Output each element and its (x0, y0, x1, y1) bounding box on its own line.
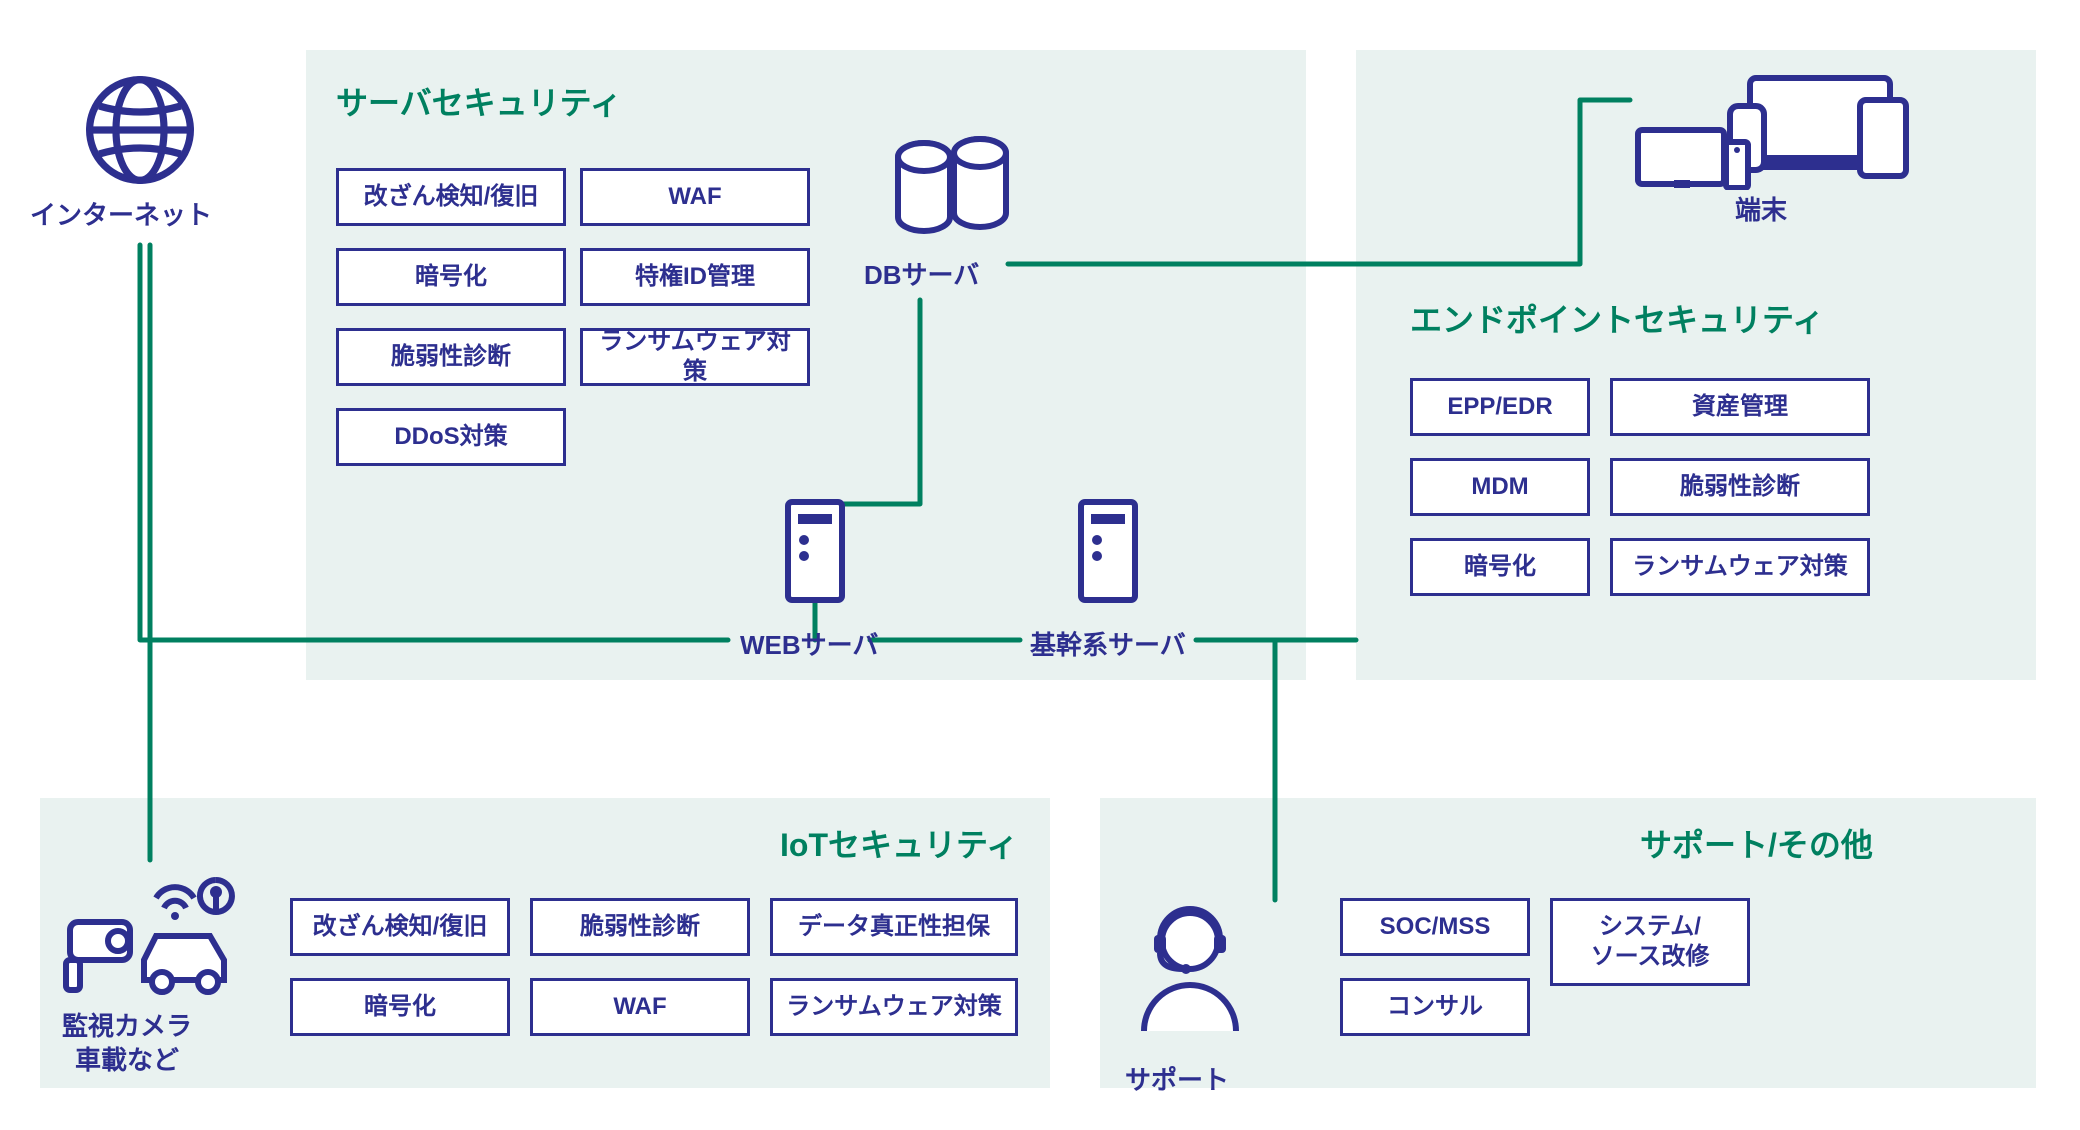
web-server-icon (782, 496, 848, 606)
iot-item-5: ランサムウェア対策 (770, 978, 1018, 1036)
core-server-icon (1075, 496, 1141, 606)
server-item-2: 暗号化 (336, 248, 566, 306)
iot-item-0: 改ざん検知/復旧 (290, 898, 510, 956)
database-icon (890, 135, 1010, 235)
endpoint-item-0: EPP/EDR (1410, 378, 1590, 436)
support-item-0: SOC/MSS (1340, 898, 1530, 956)
support-label: サポート (1125, 1060, 1229, 1097)
internet-label: インターネット (30, 195, 212, 232)
iot-devices-label-line2: 車載など (75, 1045, 179, 1075)
iot-item-2: データ真正性担保 (770, 898, 1018, 956)
support-panel-title: サポート/その他 (1640, 820, 1873, 866)
server-item-4: 脆弱性診断 (336, 328, 566, 386)
web-server-label: WEBサーバ (740, 625, 878, 662)
endpoint-item-1: 資産管理 (1610, 378, 1870, 436)
server-item-3: 特権ID管理 (580, 248, 810, 306)
db-server-label: DBサーバ (864, 255, 979, 292)
iot-devices-label-line1: 監視カメラ (62, 1011, 192, 1041)
iot-item-1: 脆弱性診断 (530, 898, 750, 956)
support-item-1: システム/ソース改修 (1550, 898, 1750, 986)
endpoint-item-2: MDM (1410, 458, 1590, 516)
endpoint-item-5: ランサムウェア対策 (1610, 538, 1870, 596)
iot-devices-icon (60, 870, 240, 1000)
server-item-1: WAF (580, 168, 810, 226)
security-architecture-diagram: インターネット DBサーバ WEBサーバ 基幹系サーバ (0, 0, 2080, 1130)
server-panel-title: サーバセキュリティ (336, 78, 622, 124)
terminals-label: 端末 (1735, 190, 1787, 227)
server-item-6: DDoS対策 (336, 408, 566, 466)
iot-panel-title: IoTセキュリティ (780, 820, 1018, 866)
devices-icon (1630, 70, 1910, 190)
iot-item-4: WAF (530, 978, 750, 1036)
support-agent-icon (1130, 895, 1250, 1035)
core-server-label: 基幹系サーバ (1030, 625, 1186, 662)
iot-devices-label: 監視カメラ 車載など (62, 1010, 192, 1078)
endpoint-panel-title: エンドポイントセキュリティ (1410, 295, 1824, 341)
endpoint-item-3: 脆弱性診断 (1610, 458, 1870, 516)
globe-icon (80, 70, 200, 190)
server-item-0: 改ざん検知/復旧 (336, 168, 566, 226)
iot-item-3: 暗号化 (290, 978, 510, 1036)
support-item-2: コンサル (1340, 978, 1530, 1036)
server-item-5: ランサムウェア対策 (580, 328, 810, 386)
endpoint-item-4: 暗号化 (1410, 538, 1590, 596)
